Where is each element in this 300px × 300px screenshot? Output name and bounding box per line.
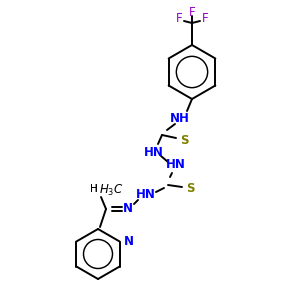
Text: S: S — [186, 182, 194, 196]
Text: S: S — [180, 134, 188, 148]
Text: F: F — [176, 13, 182, 26]
Text: NH: NH — [170, 112, 190, 125]
Text: HN: HN — [144, 146, 164, 160]
Text: F: F — [189, 5, 195, 19]
Text: HN: HN — [136, 188, 156, 202]
Text: N: N — [123, 202, 133, 215]
Text: H: H — [90, 184, 98, 194]
Text: N: N — [124, 235, 134, 248]
Text: $H_3C$: $H_3C$ — [99, 182, 124, 197]
Text: H: H — [90, 184, 98, 194]
Text: F: F — [202, 13, 208, 26]
Text: HN: HN — [166, 158, 186, 172]
